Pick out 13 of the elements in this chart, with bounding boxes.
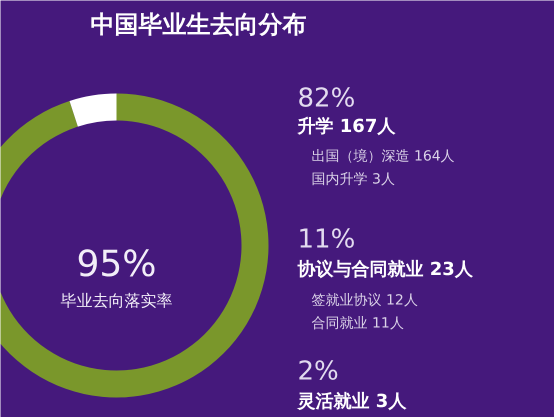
- text: 国内升学 3人: [312, 172, 395, 188]
- text: 灵活就业 3人: [298, 391, 408, 412]
- text: 95%: [76, 244, 157, 285]
- text: 协议与合同就业 23人: [296, 259, 474, 280]
- text: 签就业协议 12人: [312, 292, 418, 308]
- text: 合同就业 11人: [312, 316, 404, 332]
- text: 出国（境）深造 164人: [312, 148, 455, 164]
- chart-title: 中国毕业生去向分布: [90, 10, 306, 38]
- text: 82%: [298, 84, 356, 114]
- text: 2%: [298, 356, 339, 386]
- text: 毕业去向落实率: [60, 291, 172, 310]
- text: 升学 167人: [296, 116, 396, 137]
- text: 11%: [298, 224, 356, 254]
